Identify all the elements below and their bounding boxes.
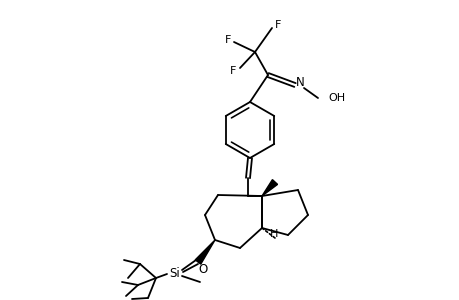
Text: F: F [274, 20, 280, 30]
Polygon shape [195, 240, 214, 264]
Text: OH: OH [327, 93, 344, 103]
Text: F: F [230, 66, 235, 76]
Text: N: N [295, 76, 304, 88]
Text: F: F [224, 35, 231, 45]
Text: O: O [198, 263, 207, 277]
Text: Si: Si [169, 268, 180, 281]
Polygon shape [262, 180, 277, 196]
Text: H: H [269, 229, 278, 239]
